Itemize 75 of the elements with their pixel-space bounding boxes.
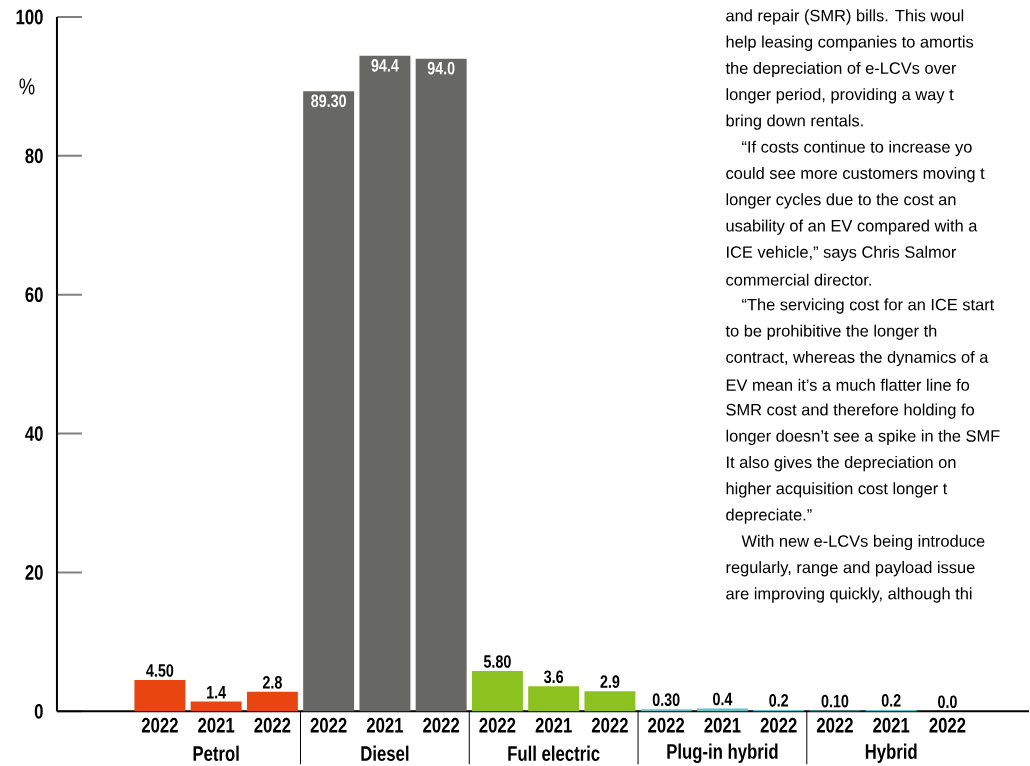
bar <box>415 58 467 712</box>
y-tick-label: 60 <box>25 287 43 302</box>
data-label: 0.2 <box>769 693 789 707</box>
data-label: 5.80 <box>483 654 511 668</box>
annotation: “The servicing cost for an ICE start <box>742 298 995 314</box>
data-label: 0.4 <box>713 692 733 706</box>
annotation: help leasing companies to amortis <box>726 35 974 51</box>
annotation: higher acquisition cost longer t <box>726 482 948 498</box>
bar <box>584 690 636 712</box>
annotation: EV mean it’s a much flatter line fo <box>726 378 970 391</box>
annotation: longer doesn’t see a spike in the SMF <box>726 429 1000 445</box>
data-label: 0.30 <box>652 693 680 706</box>
data-label: 94.0 <box>427 61 455 75</box>
annotation: commercial director. <box>726 273 871 286</box>
data-label: 1.4 <box>207 685 227 699</box>
text: Diesel <box>361 745 409 761</box>
bar <box>190 701 242 712</box>
x-tick-label: 2022 <box>479 717 516 733</box>
annotation: It also gives the depreciation on <box>727 455 956 472</box>
annotation: depreciate.” <box>726 508 812 524</box>
data-label: 0.2 <box>881 693 901 707</box>
x-tick-label: 2021 <box>198 717 235 733</box>
x-tick-label: 2022 <box>423 717 460 733</box>
data-label: 89.30 <box>311 94 346 107</box>
y-axis-title: % <box>19 78 35 95</box>
data-label: 0.0 <box>938 695 957 708</box>
bar <box>246 691 298 712</box>
annotation: are improving quickly, although thi <box>726 587 972 603</box>
x-tick-label: 2022 <box>816 717 853 733</box>
data-label: 0.10 <box>821 694 849 708</box>
annotation: usability of an EV compared with a <box>726 219 978 235</box>
y-tick-label: 0 <box>34 703 43 719</box>
x-tick-label: 2022 <box>760 717 797 733</box>
annotation: the depreciation of e-LCVs over <box>725 61 957 77</box>
x-tick-label: 2022 <box>929 717 966 733</box>
bar <box>134 679 186 712</box>
text: Hybrid <box>865 743 917 763</box>
annotation: longer period, providing a way t <box>726 87 954 104</box>
x-tick-label: 2021 <box>704 717 741 733</box>
data-label: 2.8 <box>262 675 282 689</box>
data-label: 3.6 <box>544 670 564 683</box>
data-label: 94.4 <box>371 58 399 72</box>
annotation: SMR cost and therefore holding fo <box>726 403 974 419</box>
annotation: to be prohibitive the longer th <box>725 324 937 340</box>
y-tick-label: 20 <box>25 564 43 580</box>
x-tick-label: 2022 <box>648 717 685 733</box>
x-tick-label: 2022 <box>310 717 347 733</box>
y-tick-label: 40 <box>25 425 43 441</box>
data-label: 2.9 <box>600 675 620 688</box>
x-tick-label: 2022 <box>141 717 178 733</box>
annotation: With new e-LCVs being introduce <box>741 534 985 550</box>
data-label: 4.50 <box>146 663 174 677</box>
annotation: could see more customers moving t <box>726 166 985 183</box>
annotation: bring down rentals. <box>726 114 863 130</box>
annotation: ICE vehicle,” says Chris Salmor <box>727 245 957 261</box>
bar <box>303 91 355 712</box>
annotation: regularly, range and payload issue <box>726 560 975 577</box>
x-tick-label: 2021 <box>873 717 910 733</box>
text: Full electric <box>508 745 600 761</box>
bar <box>359 55 411 712</box>
bar <box>471 670 523 712</box>
bar <box>528 686 580 712</box>
bar <box>640 709 692 712</box>
annotation: longer cycles due to the cost an <box>726 193 956 209</box>
y-tick-label: 100 <box>16 9 43 25</box>
annotation: and repair (SMR) bills. This woul <box>726 9 964 25</box>
x-tick-label: 2021 <box>366 717 404 733</box>
x-tick-label: 2021 <box>535 717 572 733</box>
text: Petrol <box>193 745 239 761</box>
y-tick-label: 80 <box>25 148 43 164</box>
annotation: “If costs continue to increase yo <box>742 140 972 156</box>
x-tick-label: 2022 <box>254 717 291 733</box>
x-tick-label: 2022 <box>591 717 628 733</box>
annotation: contract, whereas the dynamics of a <box>726 350 989 367</box>
text: Plug-in hybrid <box>667 743 778 763</box>
